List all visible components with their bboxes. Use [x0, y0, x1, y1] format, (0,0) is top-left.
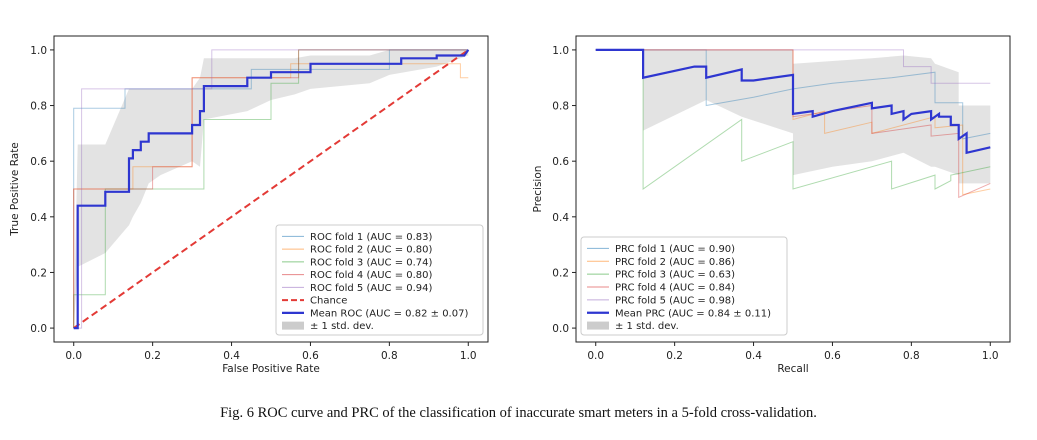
prc-legend-label: Mean PRC (AUC = 0.84 ± 0.11) [615, 308, 771, 319]
roc-axes-frame [53, 35, 489, 343]
prc-x-axis-label: Recall [777, 363, 808, 375]
roc-legend-label: ROC fold 3 (AUC = 0.74) [310, 257, 433, 268]
prc-x-tick-label: 0.6 [824, 350, 841, 362]
roc-y-axis-label: True Positive Rate [9, 142, 21, 237]
roc-legend-label: Chance [310, 296, 347, 307]
roc-legend-box [275, 224, 484, 336]
roc-chart: 0.0 0.2 0.4 0.6 0.8 1.0 0.0 0.2 0.4 0.6 0.8 1.0 Fals… [9, 35, 489, 375]
prc-series-line-6 [595, 48, 991, 155]
prc-y-tick-label: 0.6 [552, 156, 569, 168]
roc-x-tick-label: 0.0 [65, 350, 82, 362]
prc-std-band [595, 49, 991, 184]
prc-axes-frame [575, 35, 1011, 343]
roc-legend-label: Mean ROC (AUC = 0.82 ± 0.07) [310, 308, 468, 319]
roc-y-tick-label: 0.6 [30, 156, 47, 168]
roc-series-line-3 [73, 49, 469, 329]
roc-x-axis-label: False Positive Rate [222, 363, 320, 375]
prc-series-line-3 [595, 49, 991, 190]
prc-x-tick-label: 1.0 [982, 350, 999, 362]
figure-caption: Fig. 6 ROC curve and PRC of the classifi… [220, 405, 817, 421]
prc-y-axis-label: Precision [532, 166, 544, 213]
prc-legend-label: PRC fold 4 (AUC = 0.84) [615, 283, 735, 294]
roc-legend-swatch [282, 321, 304, 330]
prc-y-tick-label: 0.2 [552, 267, 569, 279]
roc-series-line-5 [73, 49, 469, 329]
prc-legend-box [580, 236, 788, 336]
prc-x-tick-label: 0.8 [903, 350, 920, 362]
roc-legend-label: ROC fold 5 (AUC = 0.94) [310, 283, 433, 294]
roc-y-tick-label: 0.0 [30, 323, 47, 335]
roc-series-line-2 [73, 63, 469, 329]
roc-x-tick-label: 0.4 [223, 350, 240, 362]
prc-y-tick-label: 1.0 [552, 45, 569, 57]
roc-series-line-1 [73, 49, 469, 329]
prc-legend-label: PRC fold 2 (AUC = 0.86) [615, 257, 735, 268]
prc-legend-label: PRC fold 3 (AUC = 0.63) [615, 270, 735, 281]
prc-y-tick-label: 0.0 [552, 323, 569, 335]
prc-legend-label: PRC fold 1 (AUC = 0.90) [615, 244, 735, 255]
roc-series-line-4 [73, 49, 469, 329]
prc-x-tick-label: 0.4 [745, 350, 762, 362]
prc-x-tick-label: 0.0 [587, 350, 604, 362]
prc-chart: 0.0 0.2 0.4 0.6 0.8 1.0 0.0 0.2 0.4 0.6 0.8 1.0 Reca… [532, 35, 1011, 375]
roc-y-tick-label: 0.2 [30, 267, 47, 279]
roc-legend-label: ROC fold 1 (AUC = 0.83) [310, 232, 433, 243]
prc-legend-label: ± 1 std. dev. [615, 321, 679, 332]
roc-std-band [73, 49, 469, 329]
prc-series-line-5 [595, 49, 991, 84]
prc-y-tick-label: 0.8 [552, 101, 569, 113]
roc-x-tick-label: 1.0 [460, 350, 477, 362]
roc-y-tick-label: 0.4 [30, 212, 47, 224]
roc-x-tick-label: 0.6 [302, 350, 319, 362]
prc-x-tick-label: 0.2 [666, 350, 683, 362]
prc-y-tick-label: 0.4 [552, 212, 569, 224]
roc-legend-label: ROC fold 4 (AUC = 0.80) [310, 270, 433, 281]
prc-series-line-1 [595, 49, 991, 140]
roc-legend-label: ROC fold 2 (AUC = 0.80) [310, 245, 433, 256]
roc-legend-label: ± 1 std. dev. [310, 321, 374, 332]
prc-legend-swatch [587, 321, 609, 330]
roc-x-tick-label: 0.2 [144, 350, 161, 362]
roc-y-tick-label: 0.8 [30, 101, 47, 113]
roc-series-line-7 [73, 49, 470, 330]
roc-y-tick-label: 1.0 [30, 45, 47, 57]
prc-legend-label: PRC fold 5 (AUC = 0.98) [615, 295, 735, 306]
roc-x-tick-label: 0.8 [381, 350, 398, 362]
roc-series-line-6 [73, 49, 469, 329]
